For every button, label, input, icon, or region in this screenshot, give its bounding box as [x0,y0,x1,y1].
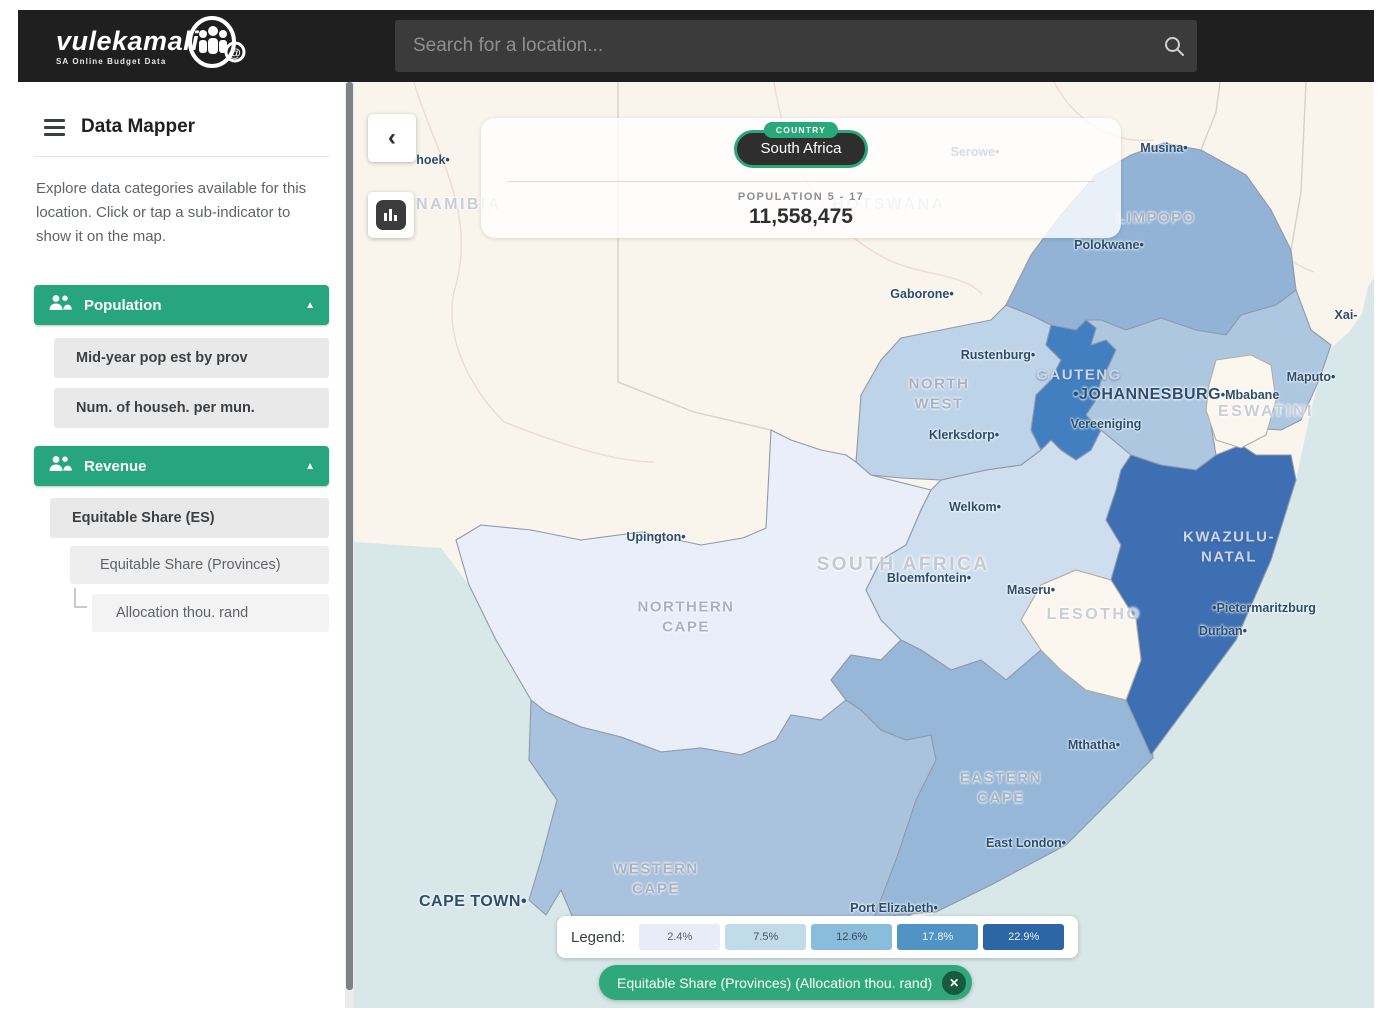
sidebar-description: Explore data categories available for th… [36,180,307,245]
legend-swatch-5: 22.9% [983,924,1065,950]
page-title: Data Mapper [81,116,196,137]
people-icon [48,455,72,477]
search-input[interactable] [395,35,1151,57]
category-revenue-label: Revenue [84,457,147,475]
main-content: Data Mapper Explore data categories avai… [18,82,1374,1008]
legend-swatch-4: 17.8% [897,924,979,950]
chevron-up-icon: ▲ [305,460,315,472]
scrollbar-thumb[interactable] [346,82,353,990]
sidebar: Data Mapper Explore data categories avai… [18,82,345,1008]
people-icon [48,294,72,316]
location-info-card: COUNTRY South Africa POPULATION 5 - 17 1… [481,118,1121,238]
sidebar-divider [34,156,329,157]
logo-subtitle: SA Online Budget Data [56,56,167,66]
province-kwazulu-natal [1105,444,1297,756]
vulekamali-logo[interactable]: vulekamali SA Online Budget Data @ [56,16,247,75]
active-indicator-pill[interactable]: Equitable Share (Provinces) (Allocation … [599,965,973,1000]
indicator-midyear-pop[interactable]: Mid-year pop est by prov [54,338,329,378]
family-logo-icon: @ [185,14,247,75]
metric-label: POPULATION 5 - 17 [737,191,865,203]
svg-text:@: @ [229,46,241,60]
country-lesotho [1020,569,1142,701]
province-eastern-cape [830,639,1154,926]
close-icon[interactable]: ✕ [942,970,967,995]
indicator-equitable-share-provinces[interactable]: Equitable Share (Provinces) [70,546,329,584]
metric-value: 11,558,475 [749,205,853,228]
map-canvas[interactable]: NAMIBIA BOTSWANA SOUTH AFRICA LESOTHO ES… [354,82,1374,1008]
country-type-badge: COUNTRY [763,122,839,138]
indicator-households[interactable]: Num. of househ. per mun. [54,388,329,428]
logo-title: vulekamali [56,25,200,56]
ocean [354,278,1374,1008]
chart-view-button[interactable] [368,192,414,238]
back-button[interactable]: ‹ [368,114,416,162]
app-header: vulekamali SA Online Budget Data @ [18,10,1374,82]
category-population[interactable]: Population ▲ [34,285,329,325]
category-population-label: Population [84,296,162,314]
tree-connector [74,588,87,608]
legend-swatch-1: 2.4% [639,924,721,950]
map-geometry [354,82,1374,1008]
chevron-up-icon: ▲ [305,299,315,311]
category-revenue[interactable]: Revenue ▲ [34,446,329,486]
location-search-bar [395,20,1197,72]
country-eswatini [1205,354,1277,449]
bar-chart-icon [376,200,406,230]
province-north-west [855,304,1062,481]
map-legend: Legend: 2.4% 7.5% 12.6% 17.8% 22.9% [557,916,1079,958]
card-divider [506,181,1096,182]
menu-icon[interactable] [44,118,65,136]
legend-title: Legend: [571,928,626,946]
search-icon[interactable] [1151,34,1197,58]
legend-swatch-3: 12.6% [811,924,893,950]
indicator-equitable-share[interactable]: Equitable Share (ES) [50,498,329,538]
legend-swatch-2: 7.5% [725,924,807,950]
province-gauteng [1030,319,1117,461]
sidebar-scrollbar [345,82,354,1008]
active-indicator-label: Equitable Share (Provinces) (Allocation … [617,974,933,991]
indicator-allocation-thou-rand[interactable]: Allocation thou. rand [92,594,329,632]
